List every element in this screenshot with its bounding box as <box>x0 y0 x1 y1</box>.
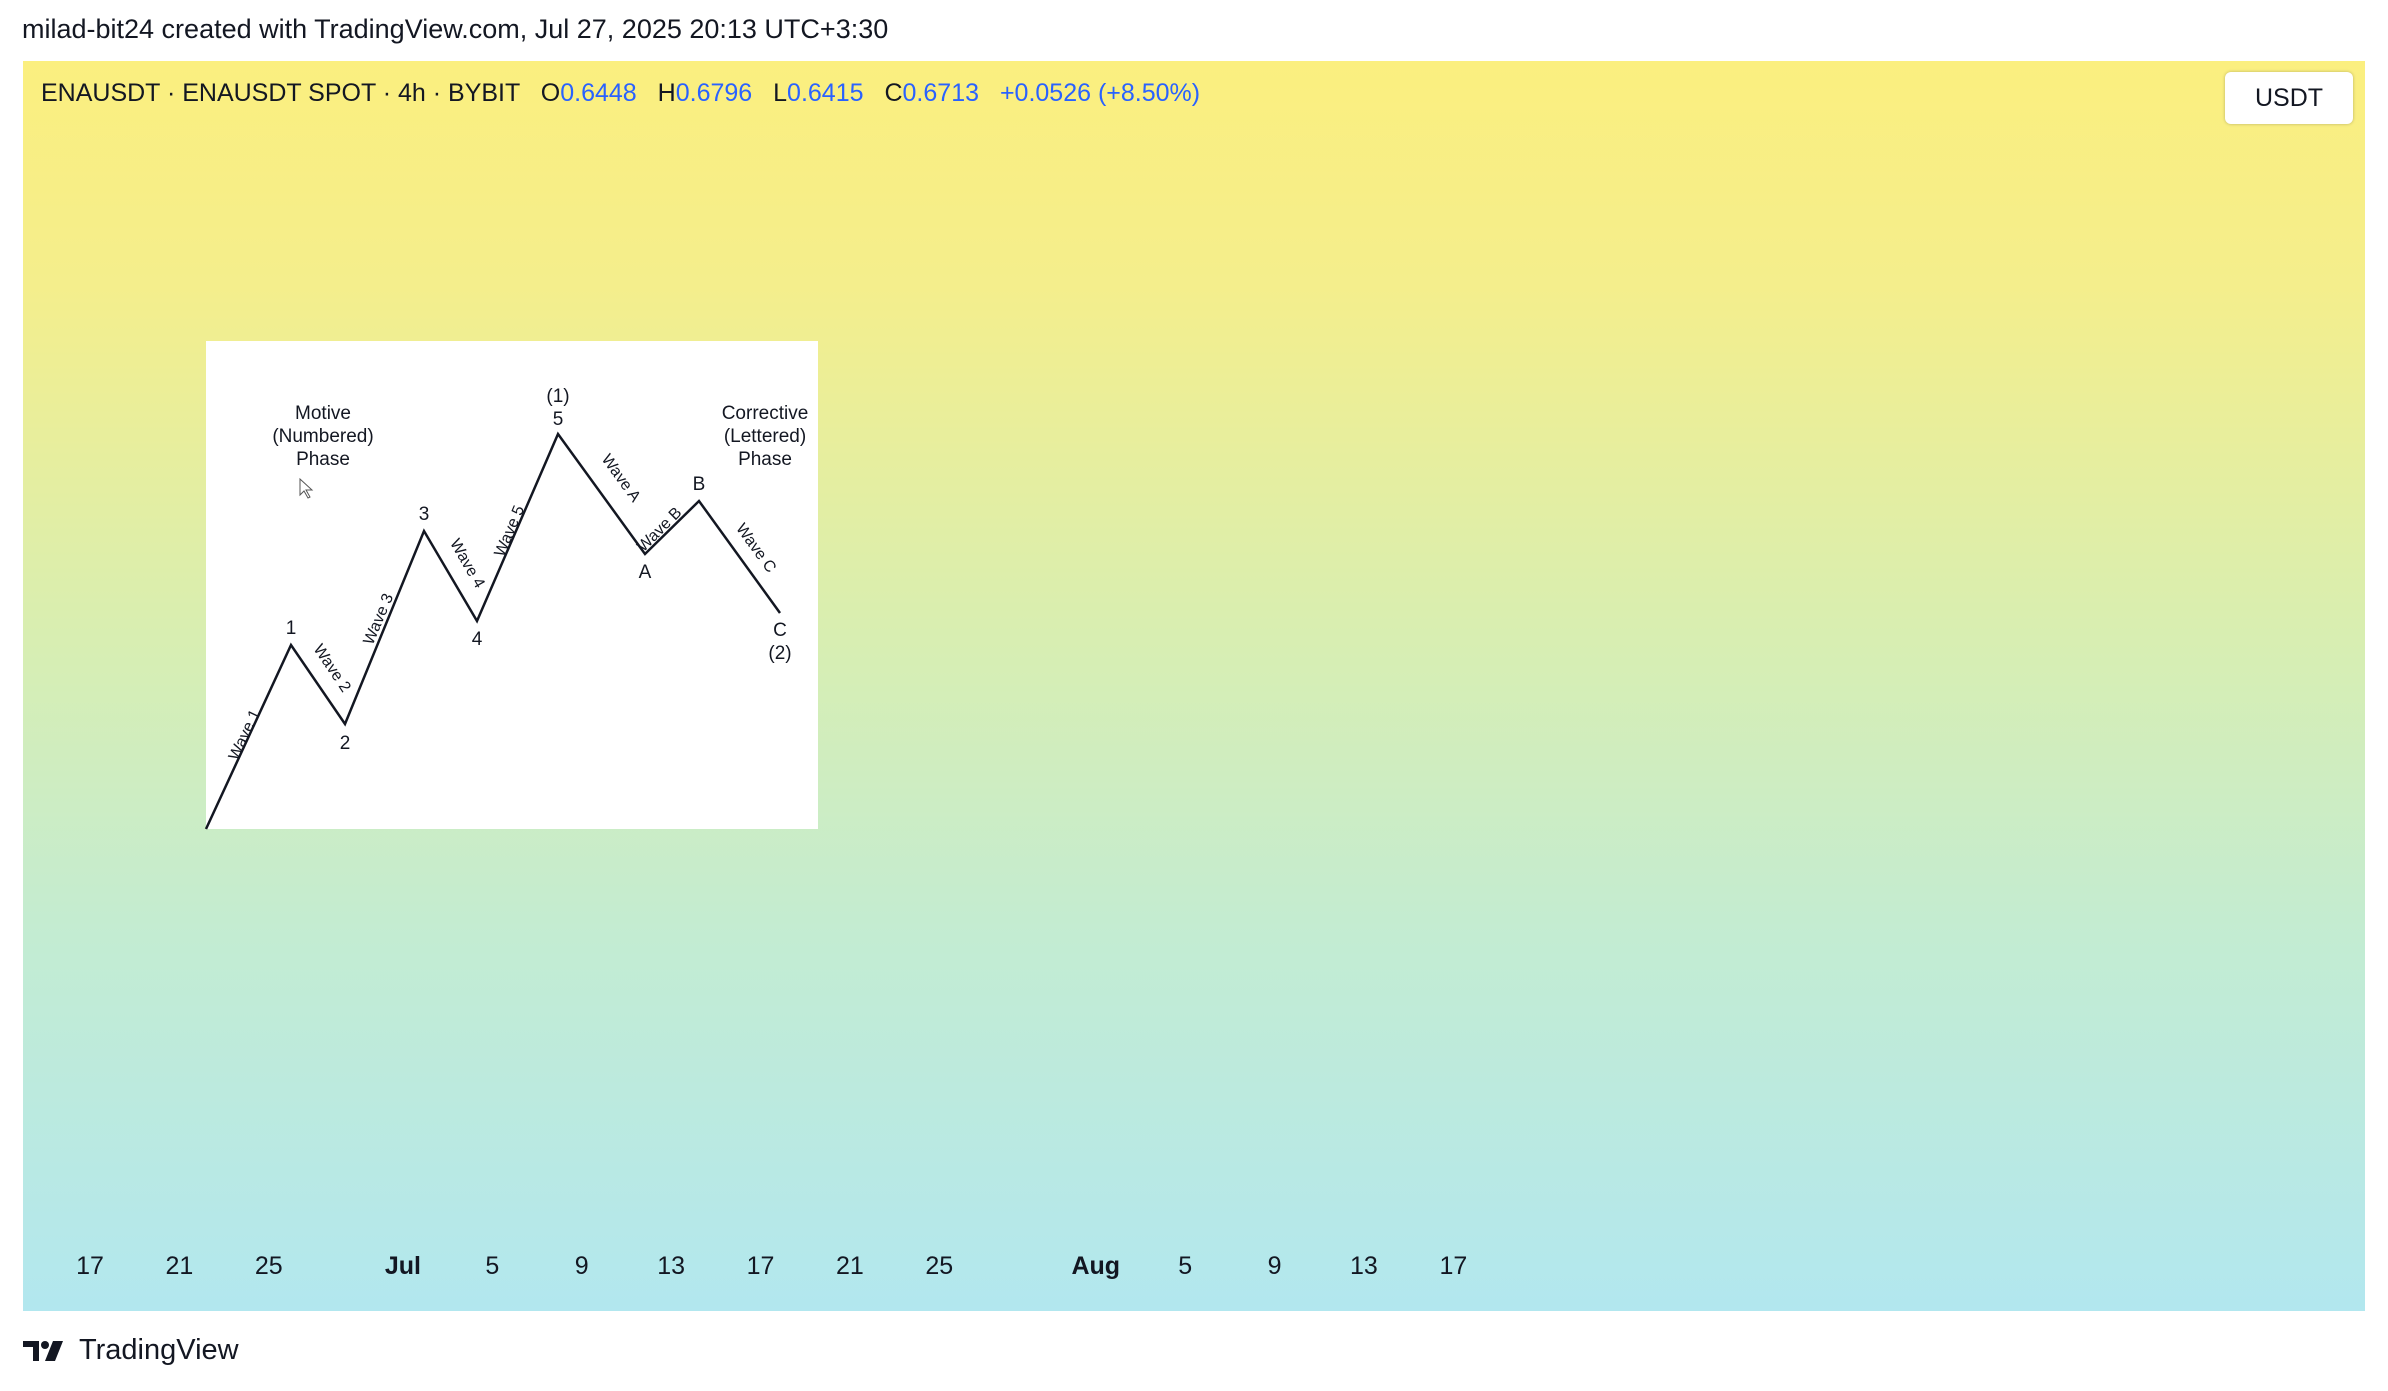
inset-point-5: 5 <box>553 409 564 430</box>
inset-point-2: 2 <box>340 733 351 754</box>
x-tick-label-13: 13 <box>1350 1252 1378 1280</box>
x-tick-label-3: Jul <box>385 1252 421 1280</box>
inset-corrective-1: Corrective <box>722 403 809 424</box>
inset-corrective-2: (Lettered) <box>724 426 806 447</box>
x-tick-label-7: 17 <box>747 1252 775 1280</box>
inset-point-4: 4 <box>472 629 483 650</box>
x-tick-label-0: 17 <box>76 1252 104 1280</box>
change-value: +0.0526 (+8.50%) <box>999 79 1201 107</box>
chart-area[interactable]: Motive (Numbered) Phase Corrective (Lett… <box>23 61 2365 1311</box>
x-tick-label-11: 5 <box>1178 1252 1192 1280</box>
brand-name: TradingView <box>79 1334 239 1366</box>
high-label: H <box>657 79 676 107</box>
inset-point-c: C <box>773 620 787 641</box>
high-value: 0.6796 <box>675 79 753 107</box>
close-label: C <box>884 79 903 107</box>
tradingview-logo-icon <box>23 1340 63 1361</box>
low-value: 0.6415 <box>787 79 864 107</box>
x-tick-label-9: 25 <box>925 1252 953 1280</box>
inset-background <box>206 341 818 829</box>
low-label: L <box>773 79 788 107</box>
inset-wave-line <box>204 431 782 830</box>
x-tick-label-5: 9 <box>575 1252 589 1280</box>
cursor-icon <box>299 477 314 499</box>
open-value: 0.6448 <box>560 79 637 107</box>
inset-point-2-paren: (2) <box>768 643 791 664</box>
x-tick-label-14: 17 <box>1439 1252 1467 1280</box>
time-axis: 17 21 25 Jul 5 9 13 17 21 25 Aug 5 9 13 17 <box>76 1252 1467 1280</box>
tradingview-brand[interactable]: TradingView <box>23 1334 239 1367</box>
inset-point-a: A <box>639 562 652 583</box>
x-tick-label-2: 25 <box>255 1252 283 1280</box>
elliott-wave-inset: Motive (Numbered) Phase Corrective (Lett… <box>204 341 818 830</box>
inset-point-b: B <box>693 474 706 495</box>
chart-credit: milad-bit24 created with TradingView.com… <box>22 14 889 44</box>
price-chart[interactable]: Motive (Numbered) Phase Corrective (Lett… <box>23 61 2365 1311</box>
symbol-legend: ENAUSDT · ENAUSDT SPOT · 4h · BYBIT O0.6… <box>41 79 1200 108</box>
x-tick-label-10: Aug <box>1071 1252 1120 1280</box>
inset-point-3: 3 <box>419 504 430 525</box>
x-tick-label-6: 13 <box>657 1252 685 1280</box>
currency-button[interactable]: USDT <box>2225 72 2353 124</box>
inset-point-1-paren: (1) <box>546 386 569 407</box>
inset-point-1: 1 <box>286 618 297 639</box>
x-tick-label-12: 9 <box>1268 1252 1282 1280</box>
x-tick-label-4: 5 <box>485 1252 499 1280</box>
symbol-info: ENAUSDT · ENAUSDT SPOT · 4h · BYBIT <box>41 79 520 107</box>
inset-corrective-3: Phase <box>738 449 792 470</box>
inset-motive-3: Phase <box>296 449 350 470</box>
inset-motive-1: Motive <box>295 403 351 424</box>
open-label: O <box>540 79 561 107</box>
close-value: 0.6713 <box>902 79 979 107</box>
x-tick-label-8: 21 <box>836 1252 864 1280</box>
x-tick-label-1: 21 <box>165 1252 193 1280</box>
inset-motive-2: (Numbered) <box>272 426 373 447</box>
